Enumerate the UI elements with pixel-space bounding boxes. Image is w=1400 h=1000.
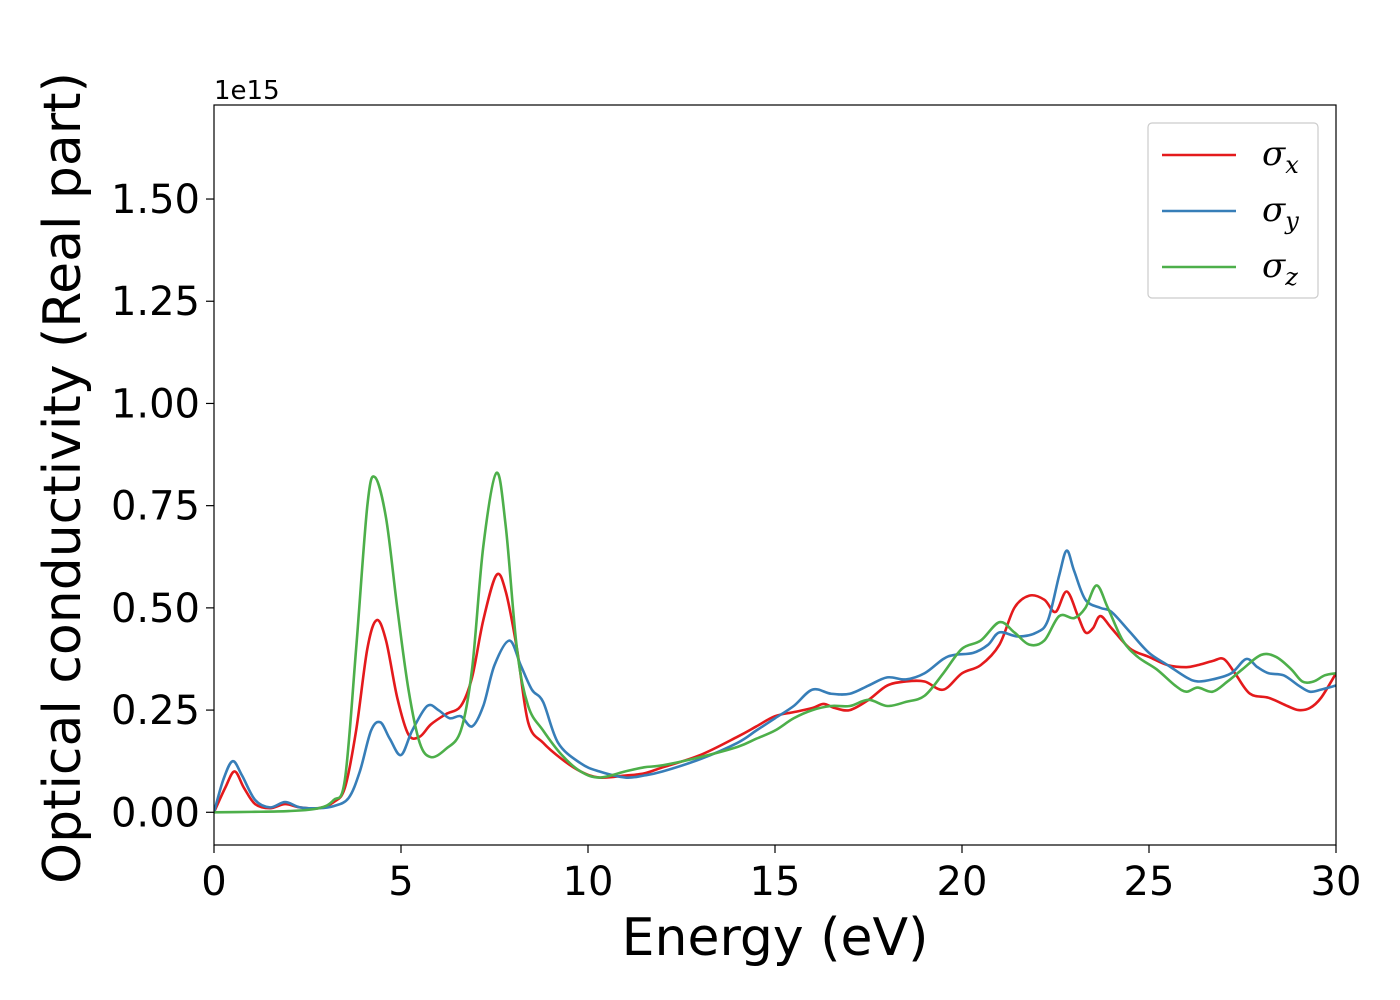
series-line-y	[214, 549, 1336, 813]
x-axis-ticks: 0 5 10 15 20 25 30	[201, 845, 1361, 905]
y-tick-label: 1.25	[111, 279, 200, 325]
y-tick-label: 1.50	[111, 177, 200, 223]
y-tick-label: 0.75	[111, 484, 200, 530]
x-tick-label: 15	[750, 859, 801, 905]
y-axis-ticks: 0.00 0.25 0.50 0.75 1.00 1.25 1.50	[111, 177, 214, 836]
legend-label: σz	[1262, 246, 1298, 291]
y-tick-label: 0.00	[111, 790, 200, 836]
legend-item-y: σy	[1162, 190, 1299, 235]
legend: σx σy σz	[1147, 122, 1319, 299]
legend-label: σy	[1262, 190, 1299, 235]
y-axis-title: Optical conductivity (Real part)	[33, 72, 93, 884]
series-layer	[214, 471, 1336, 814]
y-tick-label: 0.25	[111, 688, 200, 734]
x-tick-label: 20	[937, 859, 988, 905]
x-tick-label: 0	[201, 859, 226, 905]
y-tick-label: 1.00	[111, 381, 200, 427]
x-axis-title: Energy (eV)	[622, 908, 929, 968]
legend-item-x: σx	[1162, 134, 1299, 179]
legend-items: σx σy σz	[1162, 134, 1299, 291]
series-line-z	[214, 471, 1336, 814]
x-tick-label: 25	[1124, 859, 1175, 905]
y-axis-offset-label: 1e15	[214, 76, 280, 106]
x-tick-label: 5	[388, 859, 413, 905]
x-tick-label: 10	[563, 859, 614, 905]
y-tick-label: 0.50	[111, 586, 200, 632]
legend-item-z: σz	[1162, 246, 1298, 291]
x-tick-label: 30	[1311, 859, 1362, 905]
legend-label: σx	[1262, 134, 1299, 179]
